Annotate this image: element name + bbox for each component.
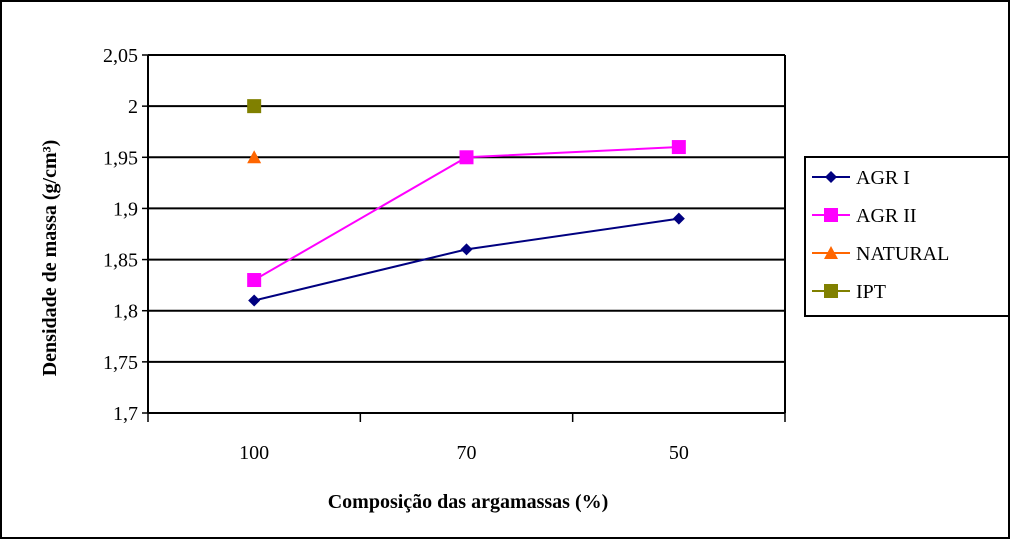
x-tick-label: 50 xyxy=(669,442,689,464)
legend-marker xyxy=(824,246,838,259)
data-point-agr-i xyxy=(460,243,473,256)
legend-label: AGR I xyxy=(856,167,910,189)
legend-item-agr-i: AGR I xyxy=(812,167,910,189)
legend-marker xyxy=(824,284,838,298)
x-tick-label: 100 xyxy=(239,442,269,464)
legend-marker xyxy=(825,171,837,183)
legend-marker xyxy=(824,208,838,222)
y-tick-label: 1,8 xyxy=(113,301,138,323)
legend-item-natural: NATURAL xyxy=(812,243,949,265)
data-point-agr-ii xyxy=(247,273,262,288)
y-tick-label: 2 xyxy=(128,96,138,118)
y-tick-label: 1,7 xyxy=(113,403,138,425)
axes: 1,7 1,75 1,8 1,85 1,9 1,95 2 2,05 100 70 50 xyxy=(103,45,786,464)
y-axis-title: Densidade de massa (g/cm³) xyxy=(39,140,61,377)
x-axis-title: Composição das argamassas (%) xyxy=(328,491,609,513)
legend-box xyxy=(804,156,1010,317)
legend-label: AGR II xyxy=(856,205,917,227)
legend-item-agr-ii: AGR II xyxy=(812,205,917,227)
data-point-agr-i xyxy=(248,294,261,307)
series-natural xyxy=(247,150,262,164)
y-tick-label: 1,9 xyxy=(113,198,138,220)
y-tick-label: 2,05 xyxy=(103,45,138,67)
legend: AGR I AGR II NATURAL IPT xyxy=(804,156,1010,317)
legend-label: NATURAL xyxy=(856,243,949,265)
y-tick-label: 1,75 xyxy=(103,352,138,374)
data-point-agr-ii xyxy=(671,140,686,155)
x-tick-label: 70 xyxy=(457,442,477,464)
series-agr-ii xyxy=(247,140,686,288)
data-point-natural xyxy=(247,150,262,164)
data-point-ipt xyxy=(247,99,262,114)
legend-label: IPT xyxy=(856,281,886,303)
legend-item-ipt: IPT xyxy=(812,281,886,303)
y-tick-label: 1,95 xyxy=(103,147,138,169)
y-tick-label: 1,85 xyxy=(103,250,138,272)
data-point-agr-i xyxy=(672,212,685,225)
series-group xyxy=(247,99,686,307)
series-ipt xyxy=(247,99,262,114)
data-point-agr-ii xyxy=(459,150,474,165)
series-agr-i xyxy=(248,212,685,307)
